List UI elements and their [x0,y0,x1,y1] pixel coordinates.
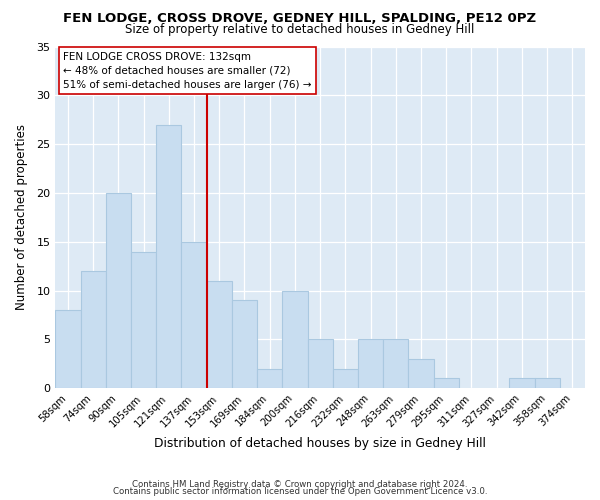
Bar [434,378,459,388]
Bar [283,290,308,388]
Text: Contains public sector information licensed under the Open Government Licence v3: Contains public sector information licen… [113,487,487,496]
Bar [55,310,80,388]
Bar [333,368,358,388]
Text: Size of property relative to detached houses in Gedney Hill: Size of property relative to detached ho… [125,22,475,36]
Bar [106,193,131,388]
Text: Contains HM Land Registry data © Crown copyright and database right 2024.: Contains HM Land Registry data © Crown c… [132,480,468,489]
Bar [409,359,434,388]
Y-axis label: Number of detached properties: Number of detached properties [15,124,28,310]
Bar [181,242,206,388]
Bar [232,300,257,388]
Text: FEN LODGE CROSS DROVE: 132sqm
← 48% of detached houses are smaller (72)
51% of s: FEN LODGE CROSS DROVE: 132sqm ← 48% of d… [63,52,312,90]
Bar [535,378,560,388]
Bar [383,340,409,388]
Bar [257,368,283,388]
Bar [308,340,333,388]
Bar [358,340,383,388]
Bar [131,252,156,388]
X-axis label: Distribution of detached houses by size in Gedney Hill: Distribution of detached houses by size … [154,437,486,450]
Bar [156,124,181,388]
Bar [80,271,106,388]
Bar [206,281,232,388]
Bar [509,378,535,388]
Text: FEN LODGE, CROSS DROVE, GEDNEY HILL, SPALDING, PE12 0PZ: FEN LODGE, CROSS DROVE, GEDNEY HILL, SPA… [64,12,536,26]
